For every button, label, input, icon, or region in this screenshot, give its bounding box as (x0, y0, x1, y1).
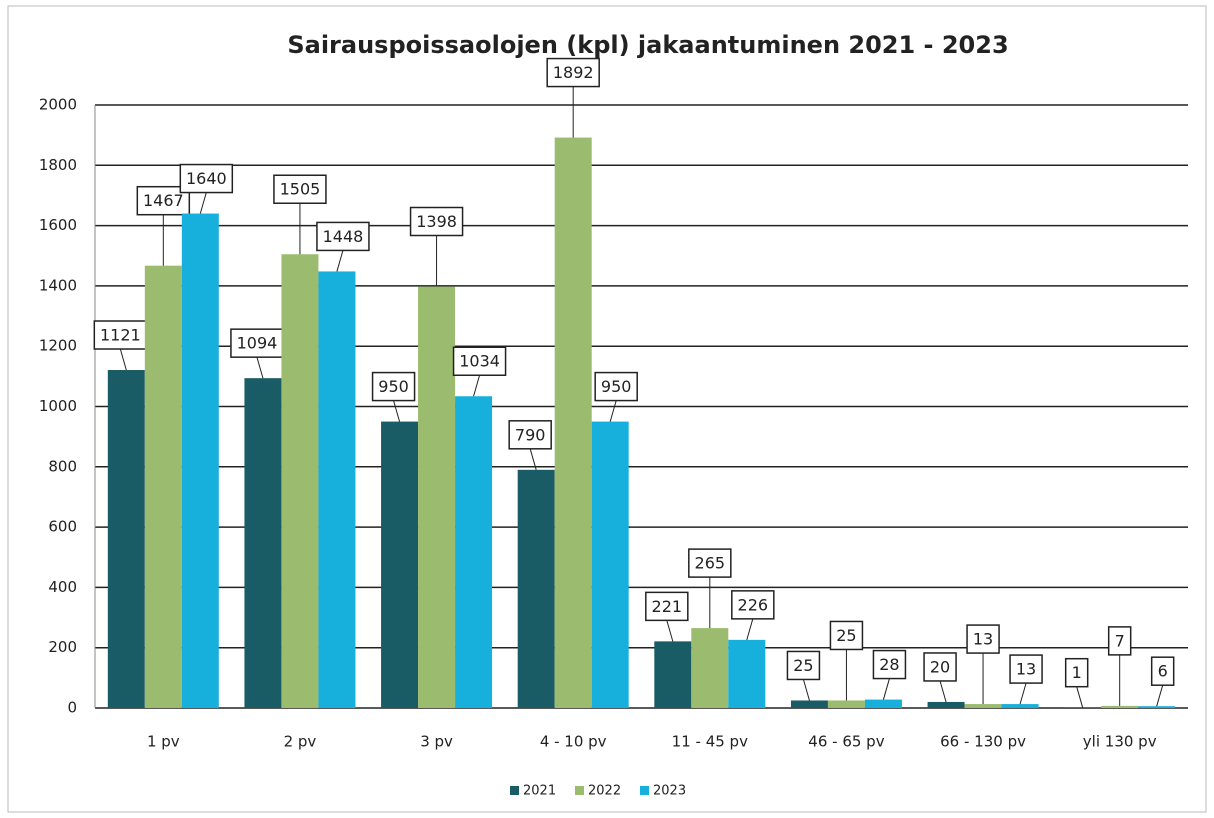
bar (865, 700, 902, 708)
data-label: 20 (930, 657, 950, 676)
x-tick-label: 3 pv (420, 733, 453, 751)
data-label: 13 (1016, 660, 1036, 679)
x-tick-label: 1 pv (147, 733, 180, 751)
y-tick-label: 200 (48, 638, 77, 656)
data-label: 1505 (280, 180, 321, 199)
y-tick-label: 2000 (39, 96, 77, 114)
data-label: 1640 (186, 169, 227, 188)
data-label: 790 (515, 425, 546, 444)
bar (691, 628, 728, 708)
data-label: 6 (1158, 662, 1168, 681)
x-tick-label: 4 - 10 pv (540, 733, 607, 751)
bar (108, 370, 145, 708)
data-label: 25 (836, 626, 856, 645)
data-label: 1398 (416, 212, 457, 231)
bar (965, 704, 1002, 708)
data-label: 28 (879, 655, 899, 674)
bar (928, 702, 965, 708)
bar (518, 470, 555, 708)
y-tick-label: 400 (48, 578, 77, 596)
data-label: 1892 (553, 63, 594, 82)
bar (791, 700, 828, 708)
data-label: 950 (601, 377, 632, 396)
legend-swatch (575, 786, 584, 795)
bar (244, 378, 281, 708)
legend-swatch (640, 786, 649, 795)
legend-label: 2021 (523, 784, 556, 799)
data-label: 25 (793, 656, 813, 675)
y-tick-label: 1200 (39, 337, 77, 355)
data-label: 13 (973, 630, 993, 649)
data-label: 1094 (237, 334, 278, 353)
data-label: 1 (1072, 663, 1082, 682)
x-tick-label: 2 pv (284, 733, 317, 751)
bar (145, 266, 182, 708)
legend-label: 2023 (653, 784, 686, 799)
y-tick-label: 0 (67, 699, 77, 717)
y-tick-label: 1600 (39, 216, 77, 234)
data-label: 221 (652, 597, 683, 616)
bar (1101, 706, 1138, 708)
x-tick-label: 66 - 130 pv (940, 733, 1026, 751)
bar (182, 214, 219, 708)
data-label: 265 (695, 554, 726, 573)
bar (318, 271, 355, 708)
y-tick-label: 1000 (39, 397, 77, 415)
data-label: 7 (1115, 631, 1125, 650)
bar (555, 138, 592, 708)
bar (654, 641, 691, 708)
bar (455, 396, 492, 708)
data-label: 1034 (459, 352, 500, 371)
y-tick-label: 1400 (39, 276, 77, 294)
legend-swatch (510, 786, 519, 795)
data-label: 950 (378, 377, 409, 396)
y-tick-label: 1800 (39, 156, 77, 174)
bar (592, 422, 629, 708)
bar (1002, 704, 1039, 708)
chart-title: Sairauspoissaolojen (kpl) jakaantuminen … (287, 31, 1008, 59)
bar (1138, 706, 1175, 708)
bar (418, 287, 455, 708)
data-label: 1448 (323, 227, 364, 246)
data-label: 1467 (143, 191, 184, 210)
legend-label: 2022 (588, 784, 621, 799)
y-tick-label: 600 (48, 518, 77, 536)
data-label: 1121 (100, 326, 141, 345)
x-tick-label: yli 130 pv (1083, 733, 1157, 751)
x-tick-label: 46 - 65 pv (808, 733, 884, 751)
bar (728, 640, 765, 708)
x-tick-label: 11 - 45 pv (672, 733, 748, 751)
bar (828, 700, 865, 708)
bar (281, 254, 318, 708)
bar (381, 422, 418, 708)
data-label: 226 (738, 595, 769, 614)
y-tick-label: 800 (48, 457, 77, 475)
